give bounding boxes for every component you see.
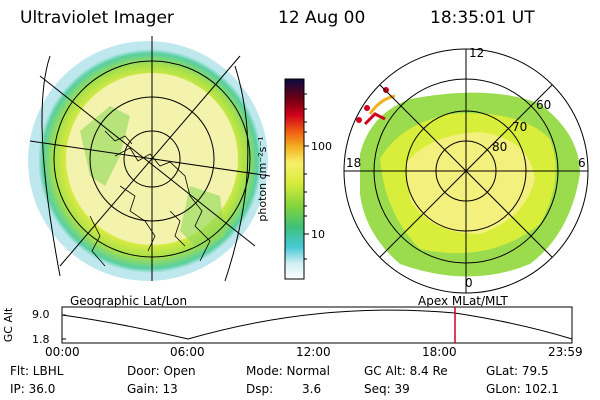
mlt-label-0: 0 <box>465 276 473 290</box>
time-tick-1800: 18:00 <box>422 345 457 359</box>
info-flt: Flt: LBHL <box>10 364 64 378</box>
time-tick-0000: 00:00 <box>45 345 80 359</box>
altitude-plot: GC Alt <box>2 306 573 344</box>
colorbar-title: photon cm⁻²s⁻¹ <box>258 136 269 221</box>
info-glon: GLon: 102.1 <box>486 382 559 396</box>
time-label: 18:35:01 UT <box>430 8 535 28</box>
alt-tick-9: 9.0 <box>32 308 50 321</box>
info-glat: GLat: 79.5 <box>486 364 549 378</box>
info-gain: Gain: 13 <box>127 382 178 396</box>
lat-label-60: 60 <box>536 98 552 112</box>
right-panel-label: Apex MLat/MLT <box>418 294 508 308</box>
time-tick-1200: 12:00 <box>296 345 331 359</box>
info-dsp-label: Dsp: <box>246 382 274 396</box>
info-seq: Seq: 39 <box>364 382 410 396</box>
lat-label-80: 80 <box>492 140 508 154</box>
time-tick-0600: 06:00 <box>170 345 205 359</box>
app-title: Ultraviolet Imager <box>20 8 174 28</box>
altitude-ylabel: GC Alt <box>2 307 15 342</box>
time-tick-2359: 23:59 <box>548 345 583 359</box>
colorbar: photon cm⁻²s⁻¹ <box>258 78 309 280</box>
magnetic-image <box>343 48 589 294</box>
alt-tick-1-8: 1.8 <box>32 333 50 346</box>
geographic-image <box>28 36 270 282</box>
date-label: 12 Aug 00 <box>278 8 366 28</box>
mlt-label-18: 18 <box>346 156 362 170</box>
info-ip: IP: 36.0 <box>10 382 56 396</box>
info-door: Door: Open <box>127 364 196 378</box>
lat-label-70: 70 <box>512 120 528 134</box>
mlt-label-12: 12 <box>469 46 485 60</box>
colorbar-tick-10: 10 <box>311 228 325 241</box>
left-panel-label: Geographic Lat/Lon <box>70 294 188 308</box>
altitude-curve <box>61 309 573 340</box>
info-dsp-value: 3.6 <box>302 382 322 396</box>
info-mode: Mode: Normal <box>246 364 330 378</box>
colorbar-tick-100: 100 <box>311 140 332 153</box>
mlt-label-6: 6 <box>578 156 586 170</box>
info-gc-alt: GC Alt: 8.4 Re <box>364 364 448 378</box>
